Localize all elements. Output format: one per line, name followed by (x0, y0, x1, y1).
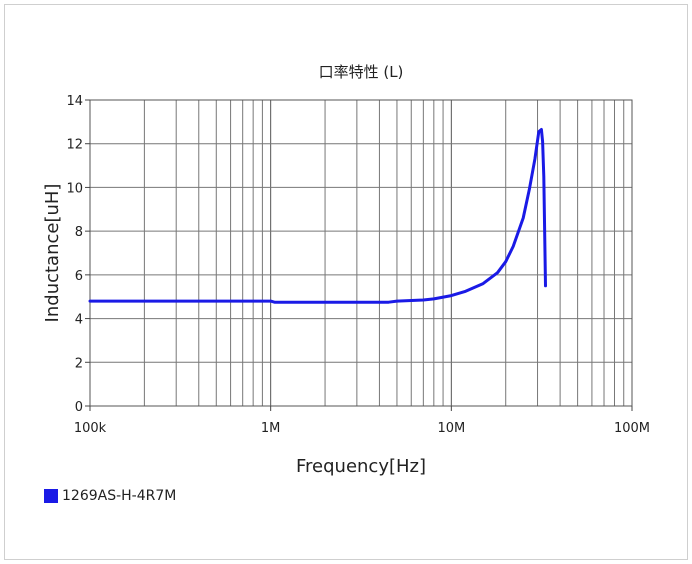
series-layer (88, 128, 547, 304)
series-line (88, 128, 547, 304)
legend-swatch (44, 489, 58, 503)
y-tick-label: 8 (75, 225, 83, 240)
y-tick-label: 14 (66, 94, 83, 109)
x-tick-label: 10M (437, 421, 465, 436)
y-tick-label: 10 (66, 181, 83, 196)
y-tick-label: 0 (75, 400, 83, 415)
axis-ticks: 0 2 4 6 8 10 12 14 100k 1M 10M 100M (66, 94, 650, 436)
legend: 1269AS-H-4R7M (44, 488, 176, 504)
y-tick-label: 12 (66, 138, 83, 153)
y-tick-label: 6 (75, 269, 83, 284)
chart-frame (4, 4, 688, 560)
x-tick-label: 1M (261, 421, 281, 436)
x-tick-label: 100k (74, 421, 107, 436)
x-tick-label: 100M (614, 421, 650, 436)
y-tick-label: 2 (75, 356, 83, 371)
legend-label: 1269AS-H-4R7M (62, 488, 177, 504)
plot-area (89, 99, 633, 407)
x-axis-label: Frequency[Hz] (296, 456, 426, 477)
grid (89, 99, 632, 407)
chart-title: 口率特性 (L) (319, 63, 404, 81)
y-tick-label: 4 (75, 313, 83, 328)
y-axis-label: Inductance[uH] (42, 184, 63, 323)
